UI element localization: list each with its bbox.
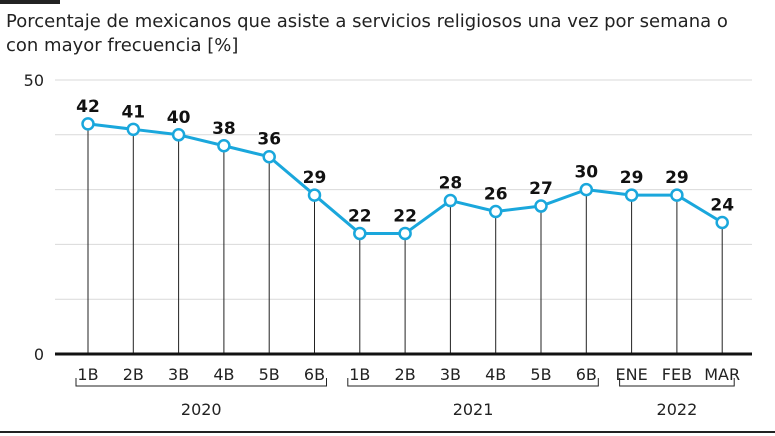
group-label: 2021 (453, 400, 494, 419)
data-label: 28 (439, 174, 463, 194)
x-tick-label: ENE (616, 365, 648, 384)
group-bracket (347, 378, 599, 387)
x-tick-label: 1B (77, 365, 98, 384)
data-label: 24 (710, 195, 734, 215)
top-rule (0, 0, 60, 4)
data-point (81, 117, 95, 131)
data-label: 42 (76, 97, 100, 117)
data-label: 22 (393, 206, 417, 226)
y-tick-label: 0 (34, 345, 44, 364)
x-tick-label: 1B (349, 365, 370, 384)
chart-title: Porcentaje de mexicanos que asiste a ser… (6, 11, 728, 56)
data-label: 40 (167, 108, 191, 128)
x-tick-label: 2B (395, 365, 416, 384)
data-label: 27 (529, 179, 553, 199)
x-tick-label: 6B (304, 365, 325, 384)
data-label: 22 (348, 206, 372, 226)
x-tick-label: 6B (576, 365, 597, 384)
data-point (715, 215, 729, 230)
data-point (670, 188, 684, 202)
data-label: 29 (303, 168, 327, 188)
group-bracket (75, 378, 327, 387)
data-point (579, 182, 594, 197)
data-point (262, 149, 276, 164)
data-point (307, 188, 322, 202)
x-tick-label: FEB (662, 365, 692, 384)
x-tick-label: 3B (440, 365, 461, 384)
x-tick-label: MAR (704, 365, 740, 384)
data-point (126, 122, 141, 137)
data-point (217, 139, 231, 153)
data-label: 29 (665, 168, 689, 188)
data-label: 26 (484, 185, 508, 205)
data-label: 30 (574, 163, 598, 183)
group-label: 2022 (657, 400, 698, 419)
data-point (624, 188, 639, 202)
data-point (488, 204, 503, 219)
group-label: 2020 (181, 400, 222, 419)
data-point (398, 226, 412, 241)
data-label: 29 (620, 168, 644, 188)
data-point (171, 128, 186, 142)
x-tick-label: 5B (530, 365, 551, 384)
x-tick-label: 4B (485, 365, 506, 384)
group-bracket (619, 378, 735, 387)
data-label: 41 (121, 102, 145, 122)
x-tick-label: 4B (213, 365, 234, 384)
y-tick-label: 50 (24, 71, 44, 90)
data-point (534, 199, 548, 213)
x-tick-label: 3B (168, 365, 189, 384)
x-tick-label: 2B (123, 365, 144, 384)
x-tick-label: 5B (259, 365, 280, 384)
data-point (353, 226, 367, 241)
data-point (443, 193, 458, 208)
data-label: 38 (212, 119, 236, 139)
data-label: 36 (257, 130, 281, 150)
